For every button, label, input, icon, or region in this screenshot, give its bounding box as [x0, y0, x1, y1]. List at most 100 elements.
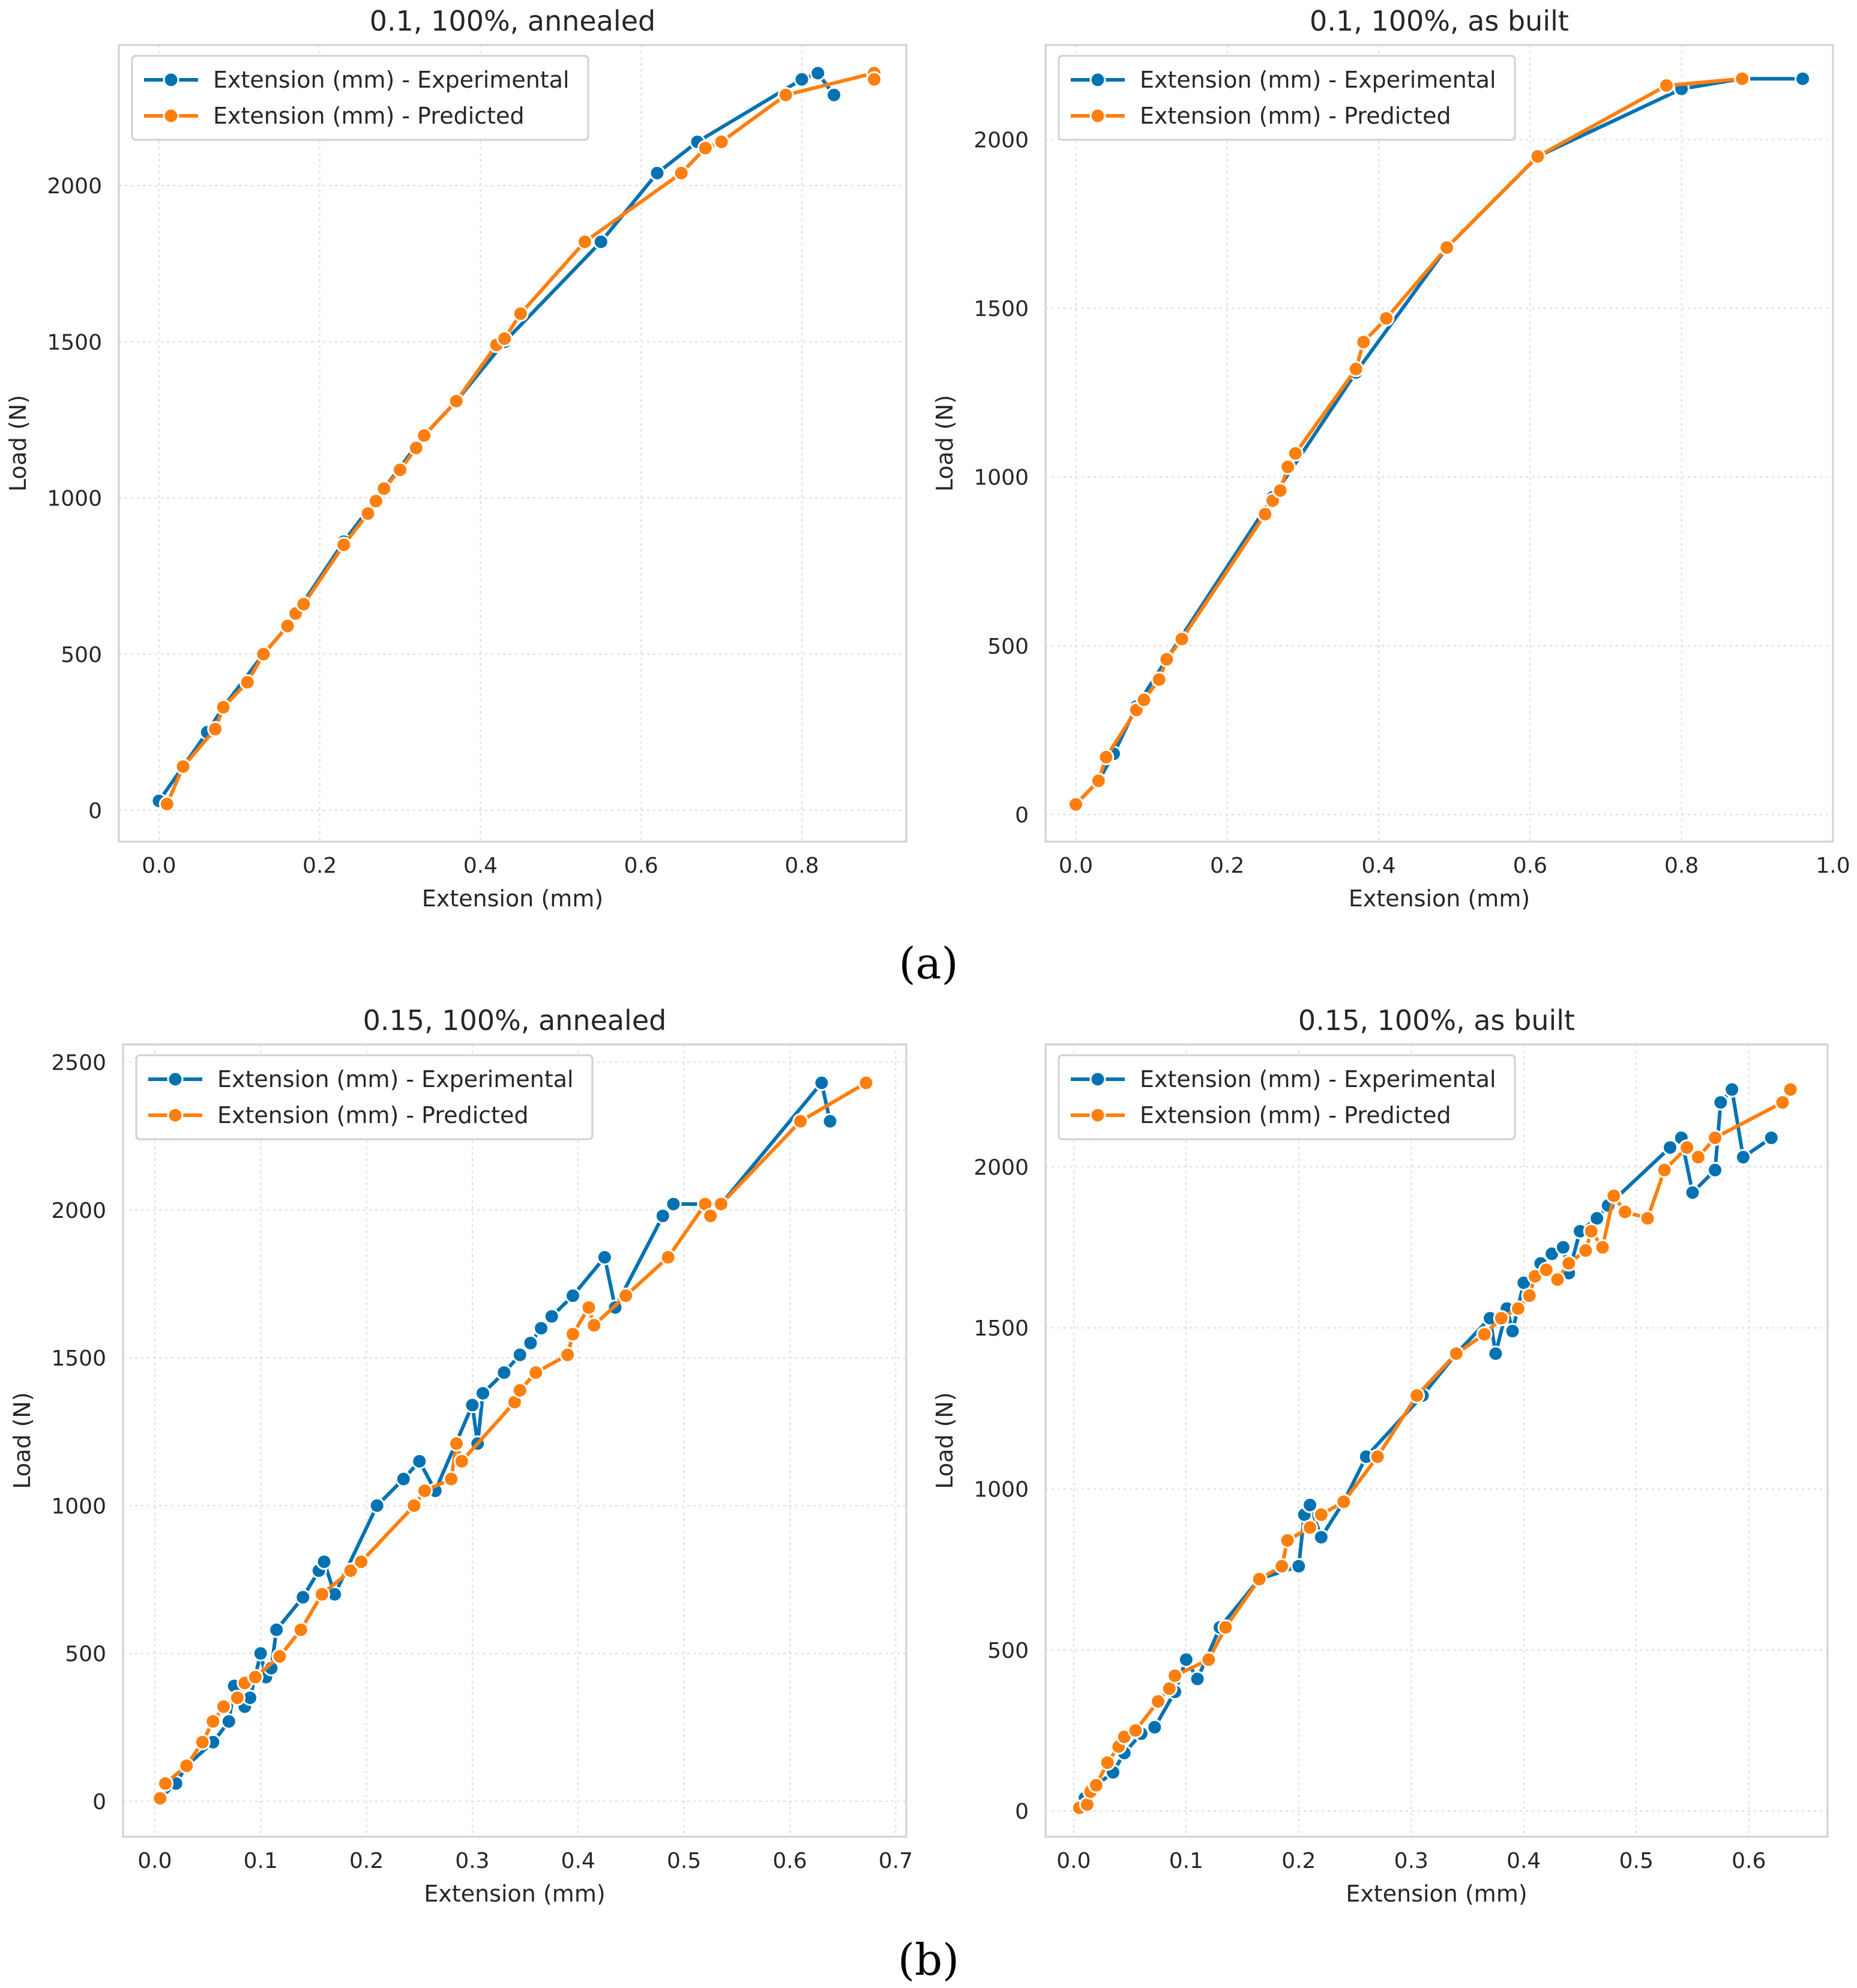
y-axis-label: Load (N)	[5, 395, 31, 492]
legend-predicted-marker	[163, 107, 179, 124]
predicted-point	[1355, 334, 1372, 351]
x-tick-label: 0.2	[302, 854, 337, 878]
legend-experimental-marker	[167, 1071, 184, 1088]
predicted-point	[660, 1249, 676, 1266]
experimental-point	[810, 65, 826, 82]
x-tick-label: 0.2	[1210, 854, 1244, 878]
predicted-point	[207, 721, 224, 738]
experimental-point	[813, 1074, 830, 1091]
chart-title: 0.1, 100%, as built	[1310, 5, 1569, 37]
y-tick-label: 500	[987, 634, 1029, 659]
experimental-point	[533, 1320, 550, 1337]
predicted-point	[1173, 631, 1190, 648]
x-tick-label: 0.8	[784, 854, 819, 878]
predicted-point	[448, 393, 465, 409]
y-tick-label: 0	[1015, 1800, 1029, 1824]
predicted-point	[1529, 148, 1546, 165]
predicted-point	[1448, 1345, 1464, 1362]
y-axis-label: Load (N)	[932, 395, 958, 492]
chart-title: 0.15, 100%, as built	[1298, 1004, 1575, 1037]
predicted-point	[673, 164, 690, 181]
predicted-point	[586, 1317, 603, 1334]
y-tick-label: 2000	[47, 174, 102, 199]
predicted-point	[157, 1775, 174, 1792]
predicted-point	[1538, 1262, 1555, 1279]
predicted-point	[1313, 1506, 1329, 1523]
plot-area	[1044, 1043, 1829, 1838]
experimental-point	[464, 1397, 481, 1414]
experimental-point	[649, 164, 666, 181]
predicted-point	[1279, 1532, 1296, 1549]
x-tick-label: 0.5	[1619, 1849, 1654, 1873]
y-tick-label: 0	[92, 1790, 106, 1815]
chart-title: 0.15, 100%, annealed	[363, 1004, 667, 1037]
y-tick-label: 2000	[974, 1155, 1029, 1180]
predicted-point	[1782, 1081, 1799, 1098]
experimental-point	[395, 1471, 412, 1487]
x-tick-label: 0.6	[1513, 854, 1547, 878]
predicted-point	[1251, 1571, 1268, 1588]
predicted-point	[1280, 459, 1296, 475]
predicted-point	[448, 1435, 465, 1452]
predicted-point	[1090, 773, 1107, 789]
predicted-point	[1617, 1203, 1634, 1220]
experimental-point	[1735, 1149, 1751, 1166]
predicted-point	[713, 133, 730, 150]
predicted-point	[367, 493, 384, 510]
predicted-point	[255, 646, 272, 663]
y-tick-label: 2500	[51, 1051, 106, 1076]
experimental-point	[268, 1621, 285, 1638]
predicted-point	[1347, 361, 1364, 378]
predicted-point	[1369, 1448, 1386, 1465]
x-tick-label: 0.7	[879, 1849, 913, 1873]
predicted-point	[292, 1621, 309, 1638]
predicted-point	[314, 1586, 331, 1603]
y-tick-label: 0	[1015, 803, 1029, 828]
x-tick-label: 0.2	[1281, 1849, 1316, 1873]
predicted-point	[1656, 1161, 1673, 1178]
y-tick-label: 500	[65, 1642, 106, 1667]
experimental-point	[1504, 1323, 1521, 1340]
y-tick-label: 1000	[974, 1477, 1029, 1502]
predicted-point	[353, 1553, 370, 1570]
x-tick-label: 0.4	[1361, 854, 1395, 878]
legend-experimental-label: Extension (mm) - Experimental	[217, 1066, 574, 1092]
x-tick-label: 0.4	[561, 1849, 595, 1873]
predicted-point	[580, 1299, 597, 1316]
predicted-point	[1639, 1210, 1656, 1227]
y-axis-label: Load (N)	[9, 1392, 35, 1489]
predicted-point	[1707, 1130, 1724, 1146]
predicted-point	[511, 1382, 528, 1399]
chart-as-built-0-1: 0.0 0.2 0.4 0.6 0.8 1.0 0 500 1000 1500 2000 0.1, 1…	[932, 5, 1850, 912]
plot-area	[118, 44, 907, 843]
predicted-point	[512, 306, 529, 322]
predicted-point	[376, 480, 393, 497]
panel-label-a: (a)	[898, 938, 958, 989]
experimental-point	[1763, 1130, 1780, 1146]
legend-experimental-marker	[1089, 1071, 1106, 1088]
predicted-point	[1378, 310, 1395, 327]
predicted-point	[496, 330, 513, 347]
predicted-point	[1493, 1310, 1509, 1327]
predicted-point	[792, 1113, 809, 1130]
experimental-point	[826, 86, 843, 103]
x-axis-label: Extension (mm)	[422, 885, 603, 912]
predicted-point	[1287, 445, 1304, 462]
y-tick-label: 1500	[974, 297, 1029, 322]
predicted-point	[205, 1713, 221, 1730]
y-tick-label: 1000	[47, 487, 102, 511]
predicted-point	[1302, 1519, 1319, 1536]
predicted-point	[194, 1733, 211, 1750]
y-tick-label: 2000	[974, 128, 1029, 152]
predicted-point	[416, 427, 433, 444]
plot-area	[122, 1043, 907, 1838]
predicted-point	[175, 758, 191, 775]
chart-as-built-0-15: 0.0 0.1 0.2 0.3 0.4 0.5 0.6 0 500 1000 1500 2000 0.1…	[932, 1004, 1829, 1907]
experimental-point	[1302, 1496, 1319, 1513]
y-tick-label: 1000	[974, 466, 1029, 490]
experimental-point	[1724, 1081, 1741, 1098]
x-tick-label: 0.4	[1506, 1849, 1541, 1873]
legend-predicted-marker	[1089, 107, 1106, 124]
x-tick-label: 0.2	[349, 1849, 384, 1873]
plot-area	[1044, 44, 1834, 843]
